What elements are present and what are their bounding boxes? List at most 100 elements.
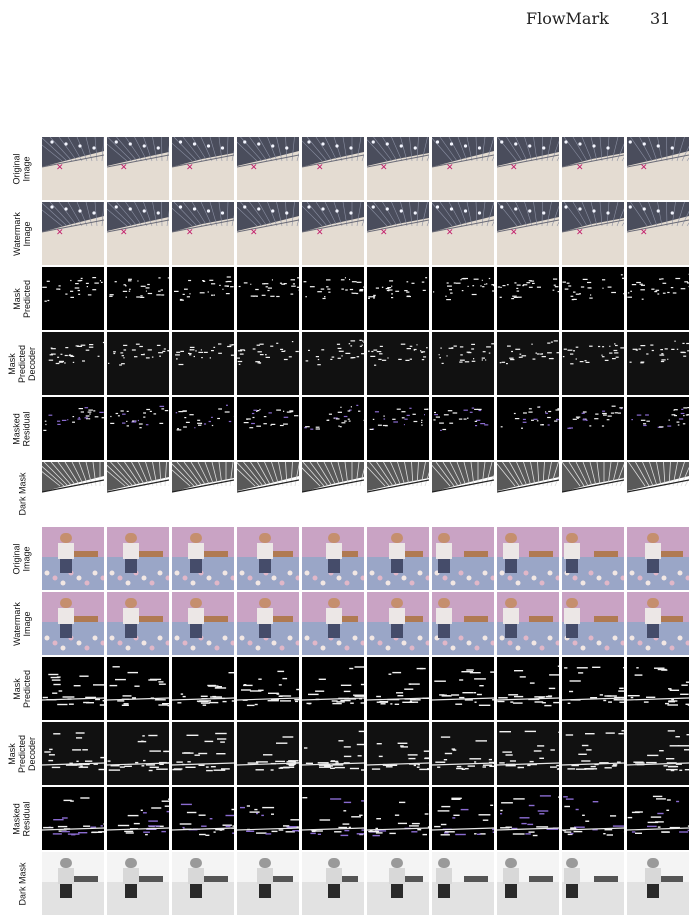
frame-tile-decoder bbox=[107, 332, 169, 395]
frame-tile-dark bbox=[172, 852, 234, 915]
frame-tile-dark bbox=[107, 462, 169, 525]
frame-tile-mask bbox=[497, 657, 559, 720]
frame-tile-watermark bbox=[627, 592, 689, 655]
frame-tile-decoder bbox=[237, 722, 299, 785]
frame-tile-decoder bbox=[432, 332, 494, 395]
frame-image: ✕ bbox=[302, 137, 364, 200]
row-label-text: Mask Predicted bbox=[12, 279, 32, 318]
frame-tile-dark bbox=[367, 852, 429, 915]
frame-image: ✕ bbox=[367, 202, 429, 265]
row-label-residual: Masked Residual bbox=[5, 787, 39, 850]
frame-tile-mask bbox=[42, 267, 104, 330]
frame-tile-watermark: ✕ bbox=[172, 202, 234, 265]
frame-tile-decoder bbox=[302, 332, 364, 395]
svg-text:✕: ✕ bbox=[56, 228, 64, 238]
frame-tile-watermark: ✕ bbox=[107, 202, 169, 265]
frame-image bbox=[562, 592, 624, 655]
frame-tile-decoder bbox=[237, 332, 299, 395]
frame-image: ✕ bbox=[172, 202, 234, 265]
frame-image bbox=[562, 657, 624, 720]
svg-text:✕: ✕ bbox=[380, 163, 388, 173]
frame-tile-decoder bbox=[497, 722, 559, 785]
frame-image bbox=[172, 527, 234, 590]
frame-image bbox=[42, 397, 104, 460]
frame-tile-decoder bbox=[562, 332, 624, 395]
svg-text:✕: ✕ bbox=[510, 163, 518, 173]
frame-image bbox=[367, 852, 429, 915]
frame-tile-original: ✕ bbox=[172, 137, 234, 200]
svg-text:✕: ✕ bbox=[380, 228, 388, 238]
frame-image bbox=[367, 397, 429, 460]
frame-image bbox=[367, 527, 429, 590]
frame-image bbox=[42, 787, 104, 850]
frame-tile-mask bbox=[107, 267, 169, 330]
frame-image bbox=[432, 267, 494, 330]
frame-tile-mask bbox=[42, 657, 104, 720]
frame-image bbox=[497, 462, 559, 525]
frame-tile-decoder bbox=[432, 722, 494, 785]
frame-image bbox=[497, 267, 559, 330]
frame-image bbox=[302, 332, 364, 395]
row-label-mask: Mask Predicted bbox=[5, 267, 39, 330]
row-label-watermark: Watermark Image bbox=[5, 202, 39, 265]
frame-image bbox=[627, 267, 689, 330]
frame-tile-decoder bbox=[172, 722, 234, 785]
frame-tile-watermark: ✕ bbox=[42, 202, 104, 265]
frame-image bbox=[172, 462, 234, 525]
frame-image bbox=[302, 787, 364, 850]
frame-tile-dark bbox=[107, 852, 169, 915]
svg-text:✕: ✕ bbox=[446, 163, 454, 173]
frame-tile-mask bbox=[627, 657, 689, 720]
frame-image bbox=[432, 592, 494, 655]
frame-image bbox=[107, 462, 169, 525]
frame-tile-decoder bbox=[172, 332, 234, 395]
row-label-mask: Mask Predicted bbox=[5, 657, 39, 720]
frame-tile-original: ✕ bbox=[237, 137, 299, 200]
frame-image bbox=[237, 462, 299, 525]
frame-image bbox=[42, 462, 104, 525]
frame-tile-residual bbox=[237, 787, 299, 850]
frame-tile-dark bbox=[497, 462, 559, 525]
frame-tile-mask bbox=[172, 267, 234, 330]
row-label-decoder: Mask Predicted Decoder bbox=[5, 332, 39, 395]
frame-image bbox=[562, 267, 624, 330]
row-label-text: Dark Mask bbox=[17, 861, 28, 906]
frame-tile-dark bbox=[627, 462, 689, 525]
frame-image bbox=[432, 397, 494, 460]
frame-image bbox=[172, 397, 234, 460]
frame-tile-mask bbox=[237, 267, 299, 330]
frame-tile-decoder bbox=[367, 722, 429, 785]
frame-tile-mask bbox=[432, 657, 494, 720]
frame-tile-decoder bbox=[627, 722, 689, 785]
frame-image bbox=[302, 267, 364, 330]
frame-tile-watermark bbox=[302, 592, 364, 655]
frame-tile-dark bbox=[237, 462, 299, 525]
frame-tile-original bbox=[302, 527, 364, 590]
svg-text:✕: ✕ bbox=[576, 228, 584, 238]
svg-text:✕: ✕ bbox=[186, 228, 194, 238]
row-label-text: Masked Residual bbox=[12, 800, 32, 837]
frame-tile-residual bbox=[562, 397, 624, 460]
frame-tile-decoder bbox=[367, 332, 429, 395]
row-label-residual: Masked Residual bbox=[5, 397, 39, 460]
frame-image bbox=[432, 787, 494, 850]
frame-image bbox=[627, 722, 689, 785]
frame-image: ✕ bbox=[42, 137, 104, 200]
frame-tile-watermark: ✕ bbox=[497, 202, 559, 265]
frame-tile-mask bbox=[302, 267, 364, 330]
frame-image bbox=[497, 332, 559, 395]
frame-image bbox=[42, 592, 104, 655]
frame-tile-decoder bbox=[302, 722, 364, 785]
frame-image bbox=[172, 657, 234, 720]
running-head-title: FlowMark bbox=[526, 9, 609, 28]
frame-image bbox=[172, 592, 234, 655]
frame-tile-original: ✕ bbox=[302, 137, 364, 200]
frame-tile-watermark: ✕ bbox=[302, 202, 364, 265]
frame-image bbox=[302, 462, 364, 525]
frame-tile-dark bbox=[302, 852, 364, 915]
frame-image: ✕ bbox=[237, 137, 299, 200]
frame-tile-dark bbox=[172, 462, 234, 525]
frame-image bbox=[367, 657, 429, 720]
frame-image bbox=[497, 722, 559, 785]
frame-tile-mask bbox=[172, 657, 234, 720]
